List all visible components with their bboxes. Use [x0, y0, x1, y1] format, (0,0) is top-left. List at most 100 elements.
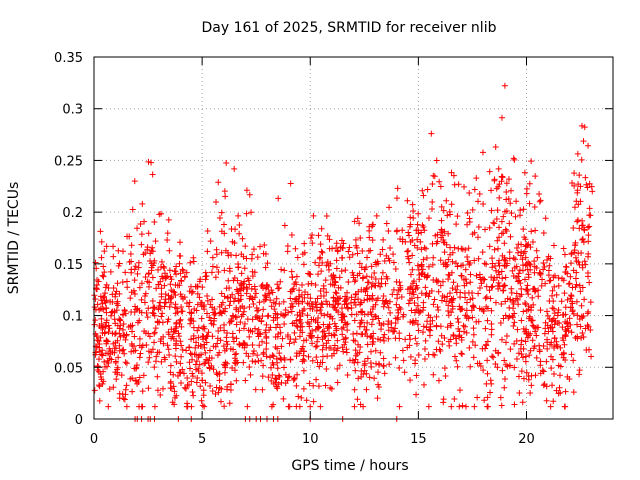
data-point: [167, 385, 174, 392]
data-point: [492, 267, 499, 274]
data-point: [154, 387, 161, 394]
data-point: [522, 254, 529, 261]
data-point: [152, 325, 159, 332]
data-point: [357, 320, 364, 327]
data-point: [519, 354, 526, 361]
data-point: [407, 353, 414, 360]
data-point: [544, 312, 551, 319]
data-point: [344, 327, 351, 334]
data-point: [377, 283, 384, 290]
data-point: [510, 323, 517, 330]
data-point: [107, 268, 114, 275]
data-point: [464, 253, 471, 260]
data-point: [302, 288, 309, 295]
data-point: [122, 359, 129, 366]
data-point: [113, 288, 120, 295]
data-point: [141, 299, 148, 306]
data-point: [320, 342, 327, 349]
data-point: [108, 309, 115, 316]
data-point: [501, 262, 508, 269]
data-point: [564, 323, 571, 330]
data-point: [309, 232, 316, 239]
data-point: [426, 326, 433, 333]
data-point: [296, 333, 303, 340]
data-point: [324, 232, 331, 239]
data-point: [418, 263, 425, 270]
data-point: [580, 138, 587, 145]
data-point: [433, 279, 440, 286]
data-point: [172, 301, 179, 308]
data-point: [158, 273, 165, 280]
data-point: [287, 304, 294, 311]
data-point: [478, 280, 485, 287]
data-point: [513, 290, 520, 297]
data-point: [363, 286, 370, 293]
data-point: [386, 204, 393, 211]
data-point: [92, 317, 99, 324]
data-point: [338, 254, 345, 261]
data-point: [312, 259, 319, 266]
data-point: [415, 266, 422, 273]
data-point: [120, 395, 127, 402]
data-point: [105, 403, 112, 410]
data-point: [153, 285, 160, 292]
data-point: [196, 294, 203, 301]
data-point: [260, 250, 267, 257]
data-point: [501, 208, 508, 215]
data-point: [572, 284, 579, 291]
data-point: [110, 340, 117, 347]
data-point: [274, 321, 281, 328]
data-point: [292, 245, 299, 252]
data-point: [211, 315, 218, 322]
data-point: [576, 282, 583, 289]
data-point: [500, 315, 507, 322]
data-point: [146, 333, 153, 340]
data-point: [474, 394, 481, 401]
data-point: [551, 283, 558, 290]
data-point: [445, 230, 452, 237]
data-point: [303, 397, 310, 404]
data-point: [538, 282, 545, 289]
data-point: [313, 354, 320, 361]
y-tick-label: 0.35: [54, 51, 83, 66]
data-point: [300, 385, 307, 392]
data-point: [555, 274, 562, 281]
data-point: [241, 278, 248, 285]
data-point: [589, 188, 596, 195]
data-point: [315, 323, 322, 330]
data-point: [410, 215, 417, 222]
data-point: [559, 275, 566, 282]
data-point: [522, 301, 529, 308]
data-point: [214, 352, 221, 359]
data-point: [550, 305, 557, 312]
data-point: [565, 281, 572, 288]
data-point: [202, 349, 209, 356]
data-point: [392, 325, 399, 332]
data-point: [340, 240, 347, 247]
data-point: [499, 173, 506, 180]
data-point: [489, 260, 496, 267]
data-point: [204, 310, 211, 317]
data-point: [363, 273, 370, 280]
data-point: [333, 347, 340, 354]
data-point: [421, 227, 428, 234]
data-point: [455, 319, 462, 326]
data-point: [176, 282, 183, 289]
data-point: [235, 290, 242, 297]
data-point: [426, 290, 433, 297]
data-point: [98, 315, 105, 322]
data-point: [586, 279, 593, 286]
data-point: [435, 306, 442, 313]
data-point: [469, 231, 476, 238]
y-axis-label: SRMTID / TECUs: [6, 182, 22, 295]
data-point: [581, 226, 588, 233]
data-point: [453, 221, 460, 228]
data-point: [433, 240, 440, 247]
data-point: [208, 269, 215, 276]
data-point: [425, 215, 432, 222]
data-point: [138, 280, 145, 287]
data-point: [447, 251, 454, 258]
data-point: [386, 298, 393, 305]
data-point: [492, 361, 499, 368]
data-point: [335, 300, 342, 307]
